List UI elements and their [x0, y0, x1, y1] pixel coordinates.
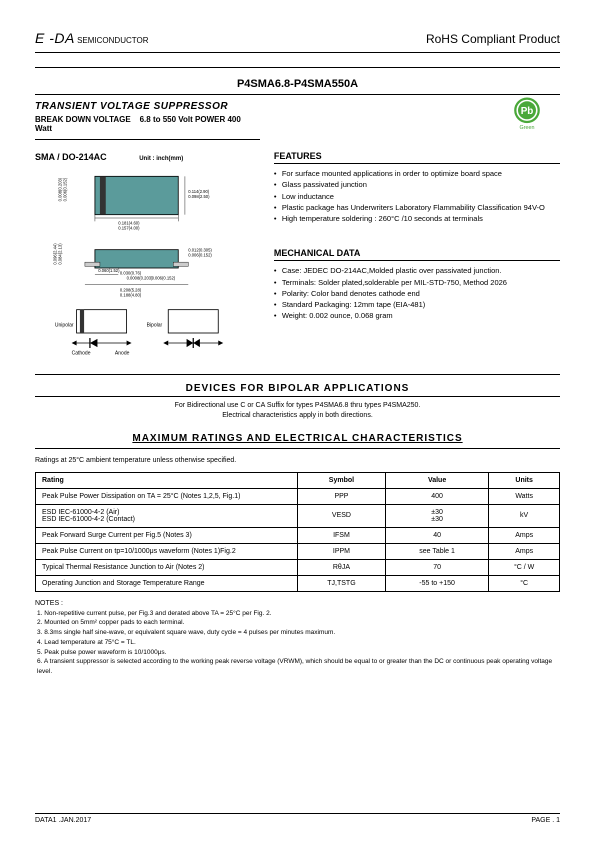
breakdown-line: BREAK DOWN VOLTAGE 6.8 to 550 Volt POWER…	[35, 115, 260, 133]
table-row: Peak Forward Surge Current per Fig.5 (No…	[36, 527, 560, 543]
footer: DATA1 .JAN.2017 PAGE . 1	[35, 813, 560, 824]
ratings-note: Ratings at 25°C ambient temperature unle…	[35, 457, 560, 464]
svg-text:0.006(0.152): 0.006(0.152)	[63, 177, 68, 201]
svg-text:0.060(1.52): 0.060(1.52)	[98, 268, 120, 273]
divider	[35, 139, 260, 140]
mech-item: Weight: 0.002 ounce, 0.068 gram	[274, 310, 560, 321]
brand-name: E -DA	[35, 30, 75, 46]
mech-item: Case: JEDEC DO-214AC,Molded plastic over…	[274, 265, 560, 276]
notes-list: 1. Non-repetitive current pulse, per Fig…	[35, 609, 560, 677]
note-item: 6. A transient suppressor is selected ac…	[37, 657, 560, 677]
divider-thick	[35, 67, 560, 68]
mech-item: Polarity: Color band denotes cathode end	[274, 288, 560, 299]
svg-text:0.084(2.13): 0.084(2.13)	[58, 243, 63, 265]
svg-text:Bipolar: Bipolar	[147, 322, 163, 328]
svg-text:Pb: Pb	[521, 106, 534, 117]
divider	[35, 52, 560, 53]
tvs-title: TRANSIENT VOLTAGE SUPPRESSOR	[35, 101, 260, 112]
svg-text:0.0008(0.203): 0.0008(0.203)	[127, 276, 153, 281]
note-item: 5. Peak pulse power waveform is 10/1000μ…	[37, 648, 560, 658]
devices-title: DEVICES FOR BIPOLAR APPLICATIONS	[35, 383, 560, 397]
divider	[35, 448, 560, 449]
right-column: FEATURES For surface mounted application…	[274, 101, 560, 370]
notes-header: NOTES :	[35, 600, 560, 607]
feature-item: Low inductance	[274, 191, 560, 202]
footer-right: PAGE . 1	[531, 817, 560, 824]
col-units: Units	[489, 472, 560, 488]
features-list: For surface mounted applications in orde…	[274, 168, 560, 224]
table-row: ESD IEC-61000-4-2 (Air) ESD IEC-61000-4-…	[36, 504, 560, 527]
mech-item: Standard Packaging: 12mm tape (EIA-481)	[274, 299, 560, 310]
svg-text:0.006(0.152): 0.006(0.152)	[188, 252, 212, 257]
max-ratings-title: MAXIMUM RATINGS AND ELECTRICAL CHARACTER…	[35, 433, 560, 444]
feature-item: For surface mounted applications in orde…	[274, 168, 560, 179]
note-item: 1. Non-repetitive current pulse, per Fig…	[37, 609, 560, 619]
feature-item: High temperature soldering : 260°C /10 s…	[274, 213, 560, 224]
svg-text:0.157(4.00): 0.157(4.00)	[118, 226, 140, 231]
features-header: FEATURES	[274, 143, 560, 164]
header: E -DA SEMICONDUCTOR RoHS Compliant Produ…	[35, 30, 560, 46]
left-column: TRANSIENT VOLTAGE SUPPRESSOR BREAK DOWN …	[35, 101, 260, 370]
svg-text:Green: Green	[520, 125, 535, 131]
svg-text:Anode: Anode	[115, 351, 130, 357]
svg-text:0.188(4.80): 0.188(4.80)	[120, 292, 142, 297]
mech-header: MECHANICAL DATA	[274, 240, 560, 261]
rohs-label: RoHS Compliant Product	[426, 32, 560, 46]
package-name: SMA / DO-214AC Unit : inch(mm)	[35, 152, 260, 162]
mech-item: Terminals: Solder plated,solderable per …	[274, 277, 560, 288]
col-rating: Rating	[36, 472, 298, 488]
table-row: Peak Pulse Power Dissipation on TA = 25°…	[36, 488, 560, 504]
note-item: 2. Mounted on 5mm² copper pads to each t…	[37, 618, 560, 628]
svg-text:0.006(0.152): 0.006(0.152)	[152, 276, 176, 281]
svg-text:Cathode: Cathode	[72, 351, 91, 357]
feature-item: Plastic package has Underwriters Laborat…	[274, 202, 560, 213]
package-drawing: 0.181(4.60) 0.157(4.00) 0.114(2.90) 0.09…	[35, 168, 260, 368]
divider	[35, 94, 560, 95]
part-title: P4SMA6.8-P4SMA550A	[35, 78, 560, 90]
footer-left: DATA1 .JAN.2017	[35, 817, 91, 824]
brand: E -DA SEMICONDUCTOR	[35, 30, 149, 46]
ratings-table: Rating Symbol Value Units Peak Pulse Pow…	[35, 472, 560, 592]
svg-text:0.098(2.50): 0.098(2.50)	[188, 194, 210, 199]
breakdown-label: BREAK DOWN VOLTAGE	[35, 115, 131, 124]
note-item: 4. Lead temperature at 75°C = TL.	[37, 638, 560, 648]
note-item: 3. 8.3ms single half sine-wave, or equiv…	[37, 628, 560, 638]
svg-text:Unipolar: Unipolar	[55, 322, 74, 328]
col-symbol: Symbol	[298, 472, 386, 488]
table-row: Operating Junction and Storage Temperatu…	[36, 575, 560, 591]
mech-list: Case: JEDEC DO-214AC,Molded plastic over…	[274, 265, 560, 321]
divider	[35, 374, 560, 375]
table-row: Typical Thermal Resistance Junction to A…	[36, 559, 560, 575]
table-row: Peak Pulse Current on tp=10/1000μs wavef…	[36, 543, 560, 559]
table-header-row: Rating Symbol Value Units	[36, 472, 560, 488]
col-value: Value	[385, 472, 488, 488]
feature-item: Glass passivated junction	[274, 179, 560, 190]
pb-green-badge: Pb Green	[509, 95, 545, 131]
brand-sub: SEMICONDUCTOR	[77, 36, 148, 45]
devices-sub: For Bidirectional use C or CA Suffix for…	[35, 401, 560, 421]
unit-label: Unit : inch(mm)	[139, 156, 183, 162]
